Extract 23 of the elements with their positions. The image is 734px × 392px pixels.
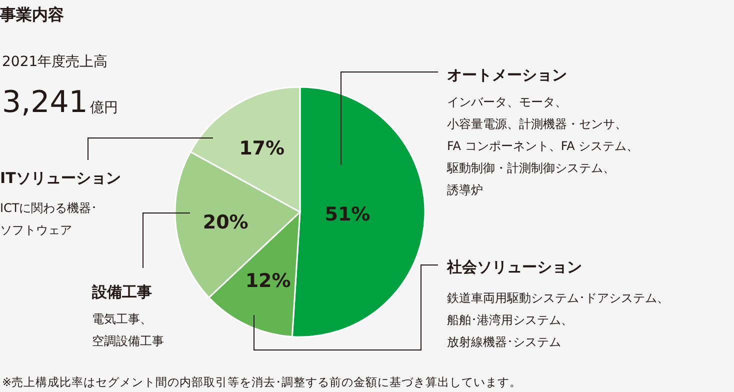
data-label: 12% <box>245 270 291 292</box>
slice-label: 設備工事 <box>91 283 152 301</box>
text: ※売上構成比率はセグメント間の内部取引等を消去･調整する前の金額に基づき算出しています。 <box>2 375 522 389</box>
text: 小容量電源、計測機器・センサ、 <box>447 117 627 131</box>
data-label: 51% <box>324 203 370 226</box>
text: 電気工事、 <box>92 312 152 326</box>
slice-label: ITソリューション <box>0 169 121 187</box>
slice-label: オートメーション <box>447 66 567 84</box>
chart-title: 事業内容 <box>0 5 64 24</box>
text: 船舶･港湾用システム、 <box>447 313 573 327</box>
text: 放射線機器･システム <box>447 335 561 349</box>
data-label: 20% <box>202 211 248 234</box>
text: 駆動制御・計測制御システム、 <box>446 161 615 175</box>
slice-label: 社会ソリューション <box>446 258 582 276</box>
data-label: 17% <box>239 137 285 160</box>
text: ICTに関わる機器･ <box>0 201 98 215</box>
text: 空調設備工事 <box>92 334 164 348</box>
text: 鉄道車両用駆動システム･ドアシステム、 <box>447 291 669 305</box>
text: 誘導炉 <box>447 183 483 197</box>
text: ソフトウェア <box>0 223 72 237</box>
text: FA コンポーネント、FA システム、 <box>447 139 639 153</box>
text: インバータ、モータ、 <box>447 95 567 109</box>
chart-subtitle: 2021年度売上高 <box>2 54 108 70</box>
